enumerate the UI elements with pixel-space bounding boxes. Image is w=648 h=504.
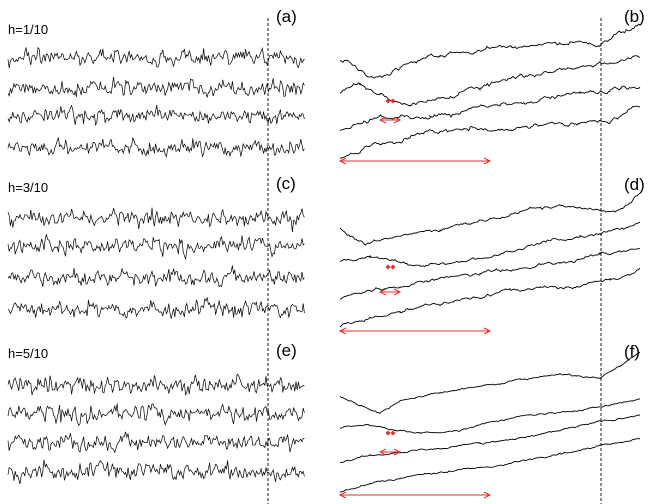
trace-d-1 [339,192,641,247]
arrow-short-b-head-right [393,116,402,124]
trace-d-4 [339,267,641,328]
panel-label-d: (d) [624,175,645,194]
trace-b-3 [339,85,641,132]
trace-e-4 [7,459,305,485]
panel-e [7,373,305,485]
h-label-e: h=5/10 [8,346,48,361]
panel-a [7,46,305,158]
h-label-c: h=3/10 [8,180,48,195]
trace-e-3 [7,431,305,454]
trace-b-4 [339,105,641,159]
panel-label-b: (b) [624,7,645,26]
trace-b-1 [339,23,641,79]
arrow-long-b-head-left [338,157,347,165]
marker-diamonds-d-1 [385,264,391,270]
arrow-short-b-head-left [378,116,387,124]
trace-a-4 [7,136,305,158]
scale-marker-layer [338,98,492,499]
arrow-short-d-head-left [378,288,387,296]
trace-d-3 [339,248,641,300]
arrow-long-d-head-left [338,327,347,335]
trace-a-2 [7,76,305,98]
divider-layer [267,18,602,504]
arrow-short-d-head-right [393,288,402,296]
panel-label-c: (c) [276,174,296,193]
panel-c [7,207,305,319]
arrow-long-f-head-left [338,491,347,499]
trace-d-2 [339,221,641,268]
panel-b [339,23,641,159]
marker-diamonds-f-2 [390,430,396,436]
arrow-short-f-head-right [393,448,402,456]
panel-label-f: (f) [624,342,640,361]
trace-a-3 [7,104,305,126]
marker-diamonds-f-1 [385,430,391,436]
panel-label-a: (a) [276,7,297,26]
panel-label-e: (e) [276,341,297,360]
trace-layer [7,23,641,493]
h-label-a: h=1/10 [8,22,48,37]
trace-e-1 [7,373,305,396]
trace-b-2 [339,55,641,107]
trace-f-3 [339,414,641,463]
trace-f-2 [339,398,641,435]
trace-c-4 [7,297,305,319]
trace-e-2 [7,403,305,427]
arrow-long-b-head-right [483,157,492,165]
trace-a-1 [7,46,305,69]
trace-c-1 [7,207,305,233]
marker-diamonds-d-2 [390,264,396,270]
arrow-long-d-head-right [483,327,492,335]
trace-c-3 [7,265,305,288]
panel-d [339,192,641,328]
arrow-long-f-head-right [483,491,492,499]
marker-diamonds-b-2 [390,98,396,104]
trace-f-1 [339,351,641,414]
trace-c-2 [7,234,305,260]
marker-diamonds-b-1 [385,98,391,104]
label-layer: h=1/10 (a) (b) h=3/10 (c) (d) h=5/10 (e)… [8,7,645,361]
trace-f-4 [339,438,641,493]
arrow-short-f-head-left [378,448,387,456]
panel-f [339,351,641,493]
